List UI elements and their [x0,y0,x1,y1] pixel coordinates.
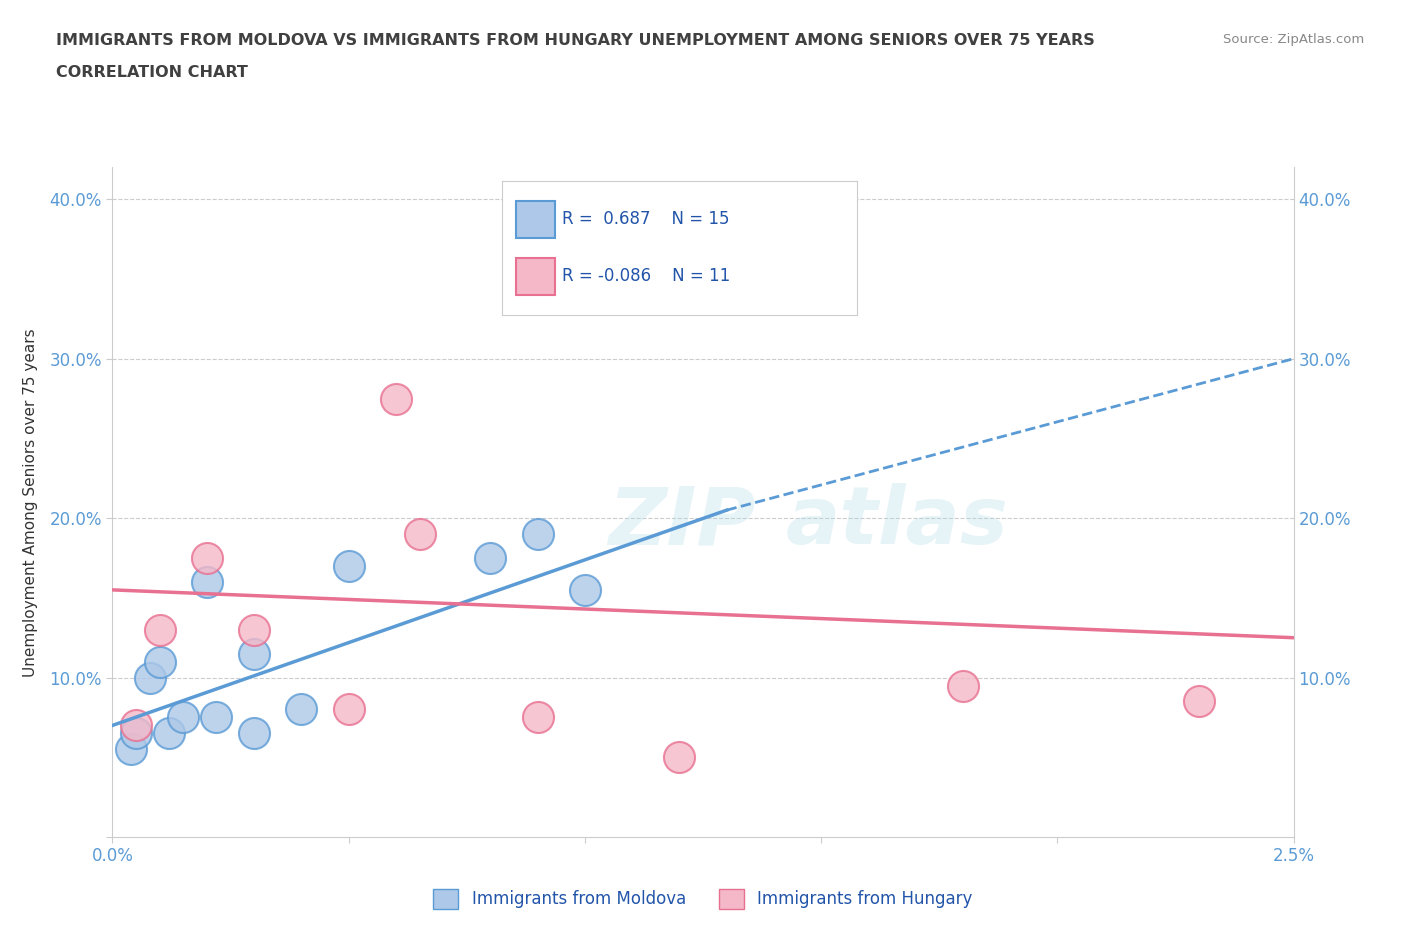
Point [337,702,360,717]
Text: Source: ZipAtlas.com: Source: ZipAtlas.com [1223,33,1364,46]
Point [205,710,228,724]
Point [243,726,266,741]
Text: CORRELATION CHART: CORRELATION CHART [56,65,247,80]
Point [172,710,194,724]
Text: IMMIGRANTS FROM MOLDOVA VS IMMIGRANTS FROM HUNGARY UNEMPLOYMENT AMONG SENIORS OV: IMMIGRANTS FROM MOLDOVA VS IMMIGRANTS FR… [56,33,1095,47]
Point [668,750,690,764]
Point [479,551,502,565]
Point [243,646,266,661]
Point [139,671,162,685]
Point [337,559,360,574]
Point [1188,694,1211,709]
Point [120,742,142,757]
Point [125,726,148,741]
Point [157,726,180,741]
Point [195,575,218,590]
Point [408,526,430,541]
Point [125,718,148,733]
Text: atlas: atlas [786,484,1008,562]
Point [385,392,408,406]
Point [149,654,172,669]
Point [149,622,172,637]
Y-axis label: Unemployment Among Seniors over 75 years: Unemployment Among Seniors over 75 years [24,328,38,676]
Point [195,551,218,565]
Point [952,678,974,693]
Point [290,702,312,717]
Text: ZIP: ZIP [609,484,756,562]
Point [243,622,266,637]
Legend: Immigrants from Moldova, Immigrants from Hungary: Immigrants from Moldova, Immigrants from… [426,882,980,916]
Point [574,582,596,597]
Point [526,526,548,541]
Point [526,710,548,724]
